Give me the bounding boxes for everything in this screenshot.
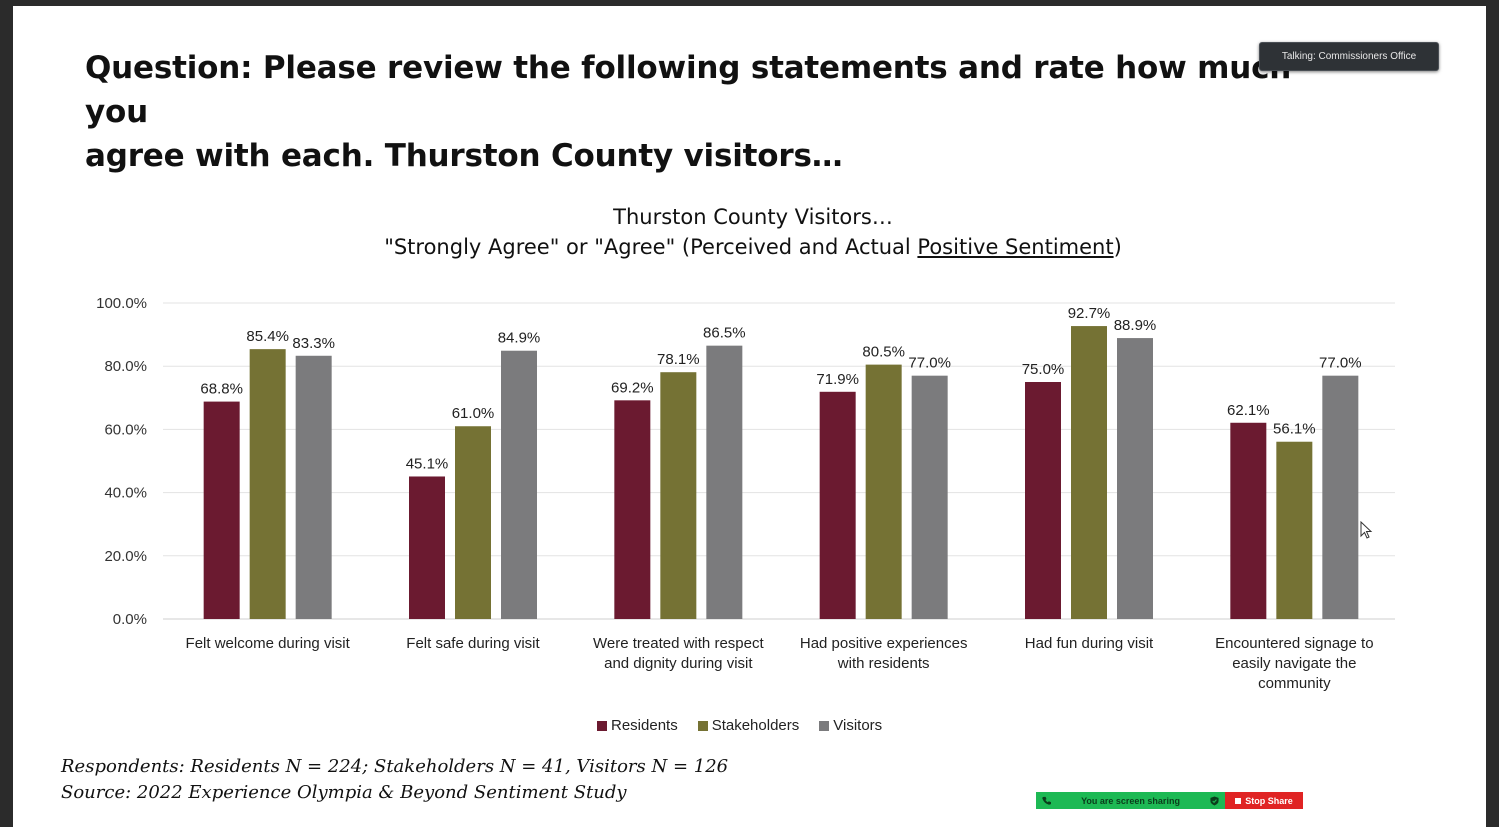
stop-share-label: Stop Share bbox=[1245, 795, 1293, 806]
category-label: and dignity during visit bbox=[604, 655, 753, 672]
chart-title-line-2: "Strongly Agree" or "Agree" (Perceived a… bbox=[243, 232, 1263, 262]
data-label: 61.0% bbox=[452, 405, 495, 422]
chart-legend: Residents Stakeholders Visitors bbox=[597, 717, 882, 734]
question-line-1: Question: Please review the following st… bbox=[85, 50, 1292, 130]
data-label: 75.0% bbox=[1022, 361, 1065, 378]
screen-share-status: You are screen sharing bbox=[1036, 792, 1225, 809]
bar-residents bbox=[1025, 382, 1061, 619]
bar-residents bbox=[614, 400, 651, 619]
legend-item-visitors: Visitors bbox=[819, 717, 882, 734]
bar-visitors bbox=[1117, 338, 1153, 619]
bar-visitors bbox=[501, 350, 537, 619]
legend-label-visitors: Visitors bbox=[833, 717, 883, 734]
chart-title-line-1: Thurston County Visitors… bbox=[613, 205, 893, 229]
stop-share-button[interactable]: Stop Share bbox=[1225, 792, 1303, 809]
legend-swatch-stakeholders bbox=[697, 720, 708, 731]
data-label: 77.0% bbox=[908, 355, 951, 372]
y-tick-label: 60.0% bbox=[104, 421, 147, 438]
bar-stakeholders bbox=[1276, 441, 1313, 619]
screen-share-bar: You are screen sharing Stop Share bbox=[1036, 792, 1303, 809]
bar-stakeholders bbox=[1071, 326, 1107, 619]
category-label: Felt safe during visit bbox=[406, 635, 540, 652]
data-label: 62.1% bbox=[1227, 402, 1270, 419]
slide-question: Question: Please review the following st… bbox=[85, 46, 1345, 178]
category-label: Had positive experiences bbox=[800, 635, 968, 652]
data-label: 92.7% bbox=[1068, 305, 1111, 322]
chart-title-underlined: Positive Sentiment bbox=[917, 235, 1114, 259]
bar-stakeholders bbox=[660, 372, 697, 619]
data-label: 88.9% bbox=[1114, 317, 1157, 334]
y-tick-label: 0.0% bbox=[113, 611, 147, 628]
footnote-source: Source: 2022 Experience Olympia & Beyond… bbox=[61, 782, 627, 803]
bar-residents bbox=[203, 401, 240, 619]
shield-icon bbox=[1210, 796, 1219, 805]
category-label: Had fun during visit bbox=[1025, 635, 1154, 652]
bar-stakeholders bbox=[455, 426, 491, 619]
bar-stakeholders bbox=[865, 364, 902, 619]
chart-title: Thurston County Visitors… "Strongly Agre… bbox=[243, 202, 1263, 262]
bar-stakeholders bbox=[249, 349, 286, 619]
stop-icon bbox=[1235, 797, 1242, 804]
data-label: 56.1% bbox=[1273, 421, 1316, 438]
category-label: with residents bbox=[837, 655, 930, 672]
data-label: 85.4% bbox=[246, 328, 289, 345]
legend-label-stakeholders: Stakeholders bbox=[711, 717, 800, 734]
screen-share-message: You are screen sharing bbox=[1081, 795, 1180, 806]
phone-icon bbox=[1042, 796, 1051, 805]
data-label: 83.3% bbox=[292, 335, 335, 352]
data-label: 78.1% bbox=[657, 351, 700, 368]
legend-item-residents: Residents bbox=[597, 717, 678, 734]
bar-visitors bbox=[1322, 375, 1359, 619]
y-tick-label: 100.0% bbox=[96, 295, 147, 312]
mouse-cursor-icon bbox=[1360, 521, 1373, 539]
legend-swatch-residents bbox=[597, 720, 607, 731]
bar-residents bbox=[1230, 422, 1267, 619]
data-label: 45.1% bbox=[406, 455, 449, 472]
category-label: easily navigate the bbox=[1232, 655, 1356, 672]
bar-residents bbox=[409, 476, 445, 619]
category-label: Were treated with respect bbox=[593, 635, 764, 652]
chart-title-suffix: ) bbox=[1113, 235, 1122, 259]
category-label: community bbox=[1258, 675, 1331, 692]
bar-visitors bbox=[295, 355, 332, 619]
chart-title-prefix: "Strongly Agree" or "Agree" (Perceived a… bbox=[384, 235, 918, 259]
data-label: 77.0% bbox=[1319, 355, 1362, 372]
data-label: 71.9% bbox=[816, 371, 859, 388]
data-label: 69.2% bbox=[611, 379, 654, 396]
question-line-2: agree with each. Thurston County visitor… bbox=[85, 138, 843, 174]
y-tick-label: 20.0% bbox=[104, 548, 147, 565]
data-label: 80.5% bbox=[862, 344, 905, 361]
data-label: 84.9% bbox=[498, 330, 541, 347]
y-tick-label: 80.0% bbox=[104, 358, 147, 375]
bar-visitors bbox=[911, 375, 948, 619]
category-label: Encountered signage to bbox=[1215, 635, 1373, 652]
legend-swatch-visitors bbox=[819, 720, 830, 731]
presentation-slide: Question: Please review the following st… bbox=[13, 6, 1486, 827]
legend-item-stakeholders: Stakeholders bbox=[697, 717, 800, 734]
bar-residents bbox=[819, 391, 856, 619]
category-label: Felt welcome during visit bbox=[186, 635, 351, 652]
bar-visitors bbox=[706, 345, 743, 619]
data-label: 86.5% bbox=[703, 325, 746, 342]
legend-label-residents: Residents bbox=[611, 717, 678, 734]
talking-indicator: Talking: Commissioners Office bbox=[1259, 42, 1439, 71]
footnote-respondents: Respondents: Residents N = 224; Stakehol… bbox=[61, 756, 729, 777]
y-tick-label: 40.0% bbox=[104, 485, 147, 502]
data-label: 68.8% bbox=[200, 381, 243, 398]
